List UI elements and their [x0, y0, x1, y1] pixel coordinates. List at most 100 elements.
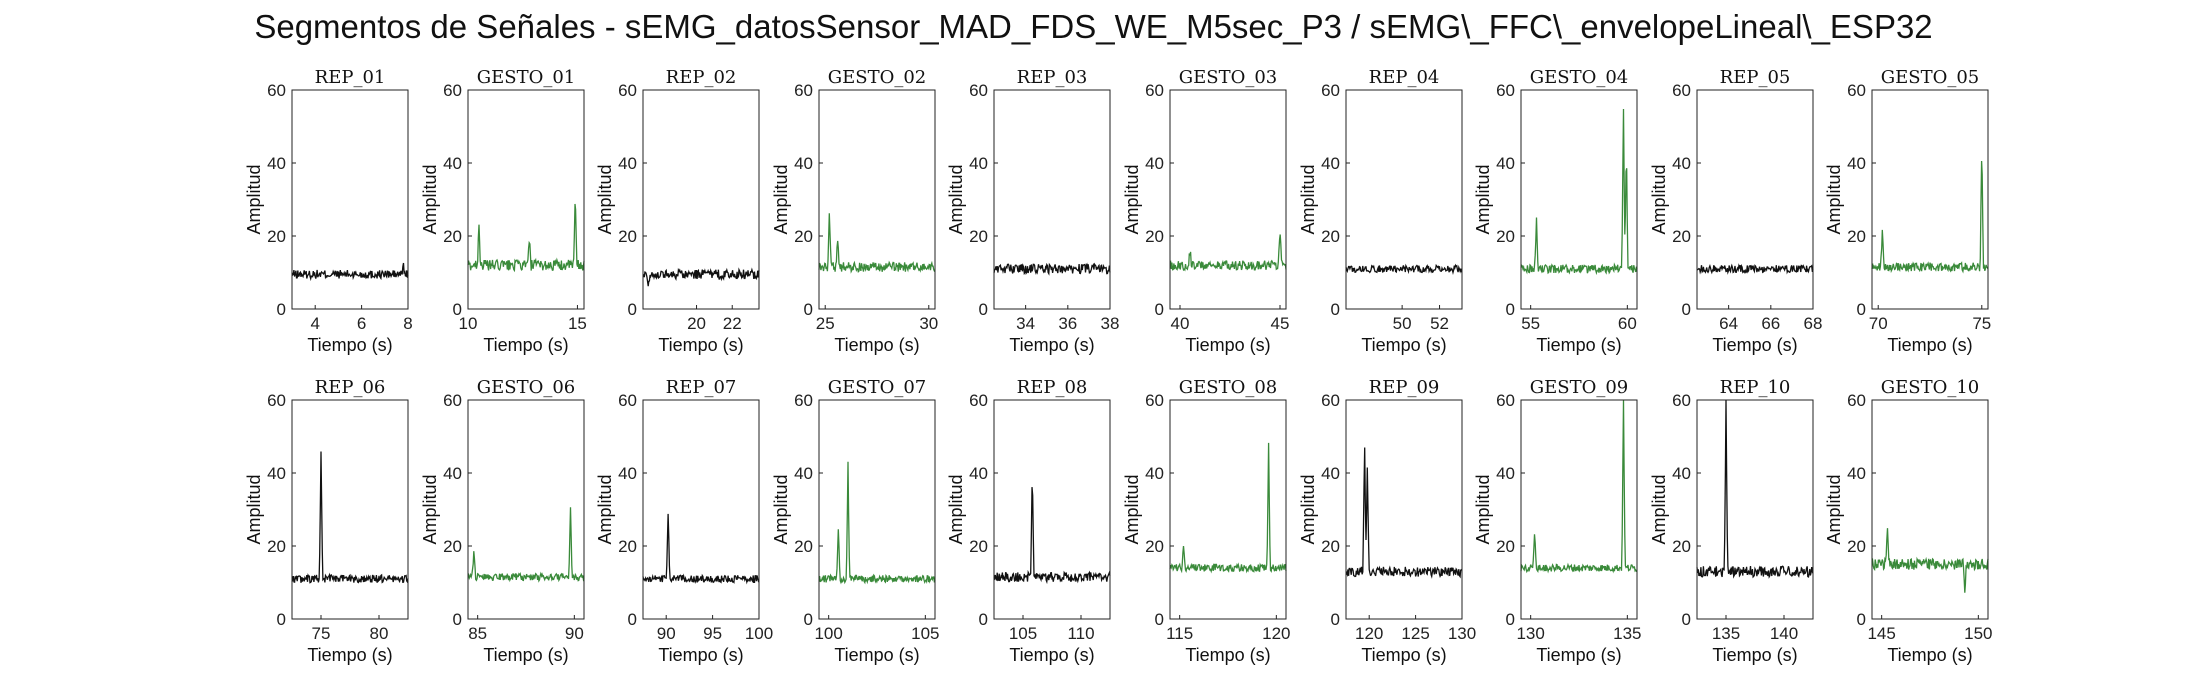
x-tick-label: 70 [1869, 314, 1888, 333]
subplot-rep-04: 0 20 40 60 50 52 REP_04 Tiempo (s) Amplitud [1298, 67, 1463, 355]
y-tick-label: 20 [1672, 537, 1691, 556]
y-axis-label: Amplitud [1122, 164, 1142, 234]
x-axis-label: Tiempo (s) [1361, 645, 1446, 665]
y-tick-label: 0 [628, 610, 637, 629]
y-tick-label: 20 [969, 227, 988, 246]
subplot-rep-05: 0 20 40 60 64 66 68 REP_05 Tiempo (s) Amplitud [1649, 67, 1822, 355]
x-axis-label: Tiempo (s) [1712, 335, 1797, 355]
y-tick-label: 40 [1145, 464, 1164, 483]
y-tick-label: 40 [618, 154, 637, 173]
signal-line [993, 487, 1111, 585]
x-tick-label: 140 [1770, 624, 1798, 643]
x-tick-label: 100 [814, 624, 842, 643]
x-tick-label: 60 [1618, 314, 1637, 333]
axes-box [1696, 89, 1814, 310]
y-tick-label: 40 [443, 464, 462, 483]
y-axis-label: Amplitud [946, 164, 966, 234]
x-axis-label: Tiempo (s) [834, 645, 919, 665]
y-tick-label: 20 [794, 227, 813, 246]
x-tick-label: 145 [1867, 624, 1895, 643]
y-tick-label: 0 [453, 300, 462, 319]
y-tick-label: 60 [969, 81, 988, 100]
axes-box [1696, 399, 1814, 620]
signal-line [1169, 234, 1287, 272]
x-axis-label: Tiempo (s) [307, 335, 392, 355]
signal-line [993, 262, 1111, 276]
x-tick-label: 135 [1712, 624, 1740, 643]
signal-line [1520, 399, 1638, 574]
y-tick-label: 20 [1496, 227, 1515, 246]
x-tick-label: 110 [1067, 624, 1094, 643]
x-tick-label: 10 [459, 314, 478, 333]
y-axis-label: Amplitud [1824, 164, 1844, 234]
y-tick-label: 0 [1155, 300, 1164, 319]
x-tick-label: 15 [568, 314, 587, 333]
y-tick-label: 0 [1682, 300, 1691, 319]
subplot-title: GESTO_09 [1530, 377, 1629, 398]
subplot-title: GESTO_07 [828, 377, 927, 398]
subplot-title: REP_10 [1720, 377, 1791, 398]
x-axis-label: Tiempo (s) [658, 645, 743, 665]
axes-box [1169, 89, 1287, 310]
x-tick-label: 105 [911, 624, 939, 643]
y-axis-label: Amplitud [771, 474, 791, 544]
y-tick-label: 60 [618, 81, 637, 100]
y-tick-label: 60 [1145, 81, 1164, 100]
axes-box [291, 89, 409, 310]
signal-line [1520, 108, 1638, 276]
x-tick-label: 40 [1171, 314, 1190, 333]
y-tick-label: 20 [1321, 227, 1340, 246]
x-tick-label: 100 [745, 624, 773, 643]
y-tick-label: 60 [443, 391, 462, 410]
x-tick-label: 64 [1719, 314, 1738, 333]
y-tick-label: 20 [969, 537, 988, 556]
subplot-rep-08: 0 20 40 60 105 110 REP_08 Tiempo (s) Amplitud [946, 377, 1111, 665]
x-axis-label: Tiempo (s) [1536, 335, 1621, 355]
x-axis-label: Tiempo (s) [1361, 335, 1446, 355]
x-axis-label: Tiempo (s) [1009, 335, 1094, 355]
x-axis-label: Tiempo (s) [1009, 645, 1094, 665]
subplot-gesto-07: 0 20 40 60 100 105 GESTO_07 Tiempo (s) Amplitud [771, 377, 940, 665]
y-tick-label: 0 [1857, 300, 1866, 319]
y-tick-label: 60 [1672, 391, 1691, 410]
x-tick-label: 52 [1430, 314, 1449, 333]
y-axis-label: Amplitud [771, 164, 791, 234]
y-tick-label: 20 [1672, 227, 1691, 246]
signal-line [1169, 442, 1287, 574]
y-tick-label: 0 [1682, 610, 1691, 629]
y-tick-label: 20 [443, 537, 462, 556]
y-tick-label: 40 [794, 464, 813, 483]
y-axis-label: Amplitud [420, 164, 440, 234]
y-tick-label: 60 [794, 391, 813, 410]
x-tick-label: 22 [723, 314, 742, 333]
y-tick-label: 60 [1321, 391, 1340, 410]
subplot-gesto-04: 0 20 40 60 55 60 GESTO_04 Tiempo (s) Amplitud [1473, 67, 1638, 355]
y-tick-label: 60 [969, 391, 988, 410]
x-tick-label: 4 [310, 314, 319, 333]
x-axis-label: Tiempo (s) [1185, 335, 1270, 355]
y-tick-label: 0 [277, 300, 286, 319]
y-tick-label: 20 [1847, 227, 1866, 246]
y-tick-label: 40 [1847, 154, 1866, 173]
axes-box [467, 89, 585, 310]
subplot-title: REP_02 [666, 67, 737, 88]
y-tick-label: 20 [443, 227, 462, 246]
axes-box [1345, 399, 1463, 620]
signal-line [1871, 528, 1989, 593]
y-tick-label: 0 [1506, 610, 1515, 629]
y-axis-label: Amplitud [420, 474, 440, 544]
x-tick-label: 25 [816, 314, 835, 333]
x-axis-label: Tiempo (s) [1536, 645, 1621, 665]
y-tick-label: 20 [267, 227, 286, 246]
subplot-gesto-10: 0 20 40 60 145 150 GESTO_10 Tiempo (s) Amplitud [1824, 377, 1993, 665]
subplot-rep-07: 0 20 40 60 90 95 100 REP_07 Tiempo (s) Amplitud [595, 377, 773, 665]
subplot-gesto-03: 0 20 40 60 40 45 GESTO_03 Tiempo (s) Amplitud [1122, 67, 1289, 355]
subplot-title: GESTO_10 [1881, 377, 1980, 398]
y-tick-label: 40 [1321, 154, 1340, 173]
subplot-rep-02: 0 20 40 60 20 22 REP_02 Tiempo (s) Amplitud [595, 67, 760, 355]
subplot-title: REP_03 [1017, 67, 1088, 88]
x-tick-label: 130 [1448, 624, 1476, 643]
y-tick-label: 0 [804, 610, 813, 629]
axes-box [818, 89, 936, 310]
